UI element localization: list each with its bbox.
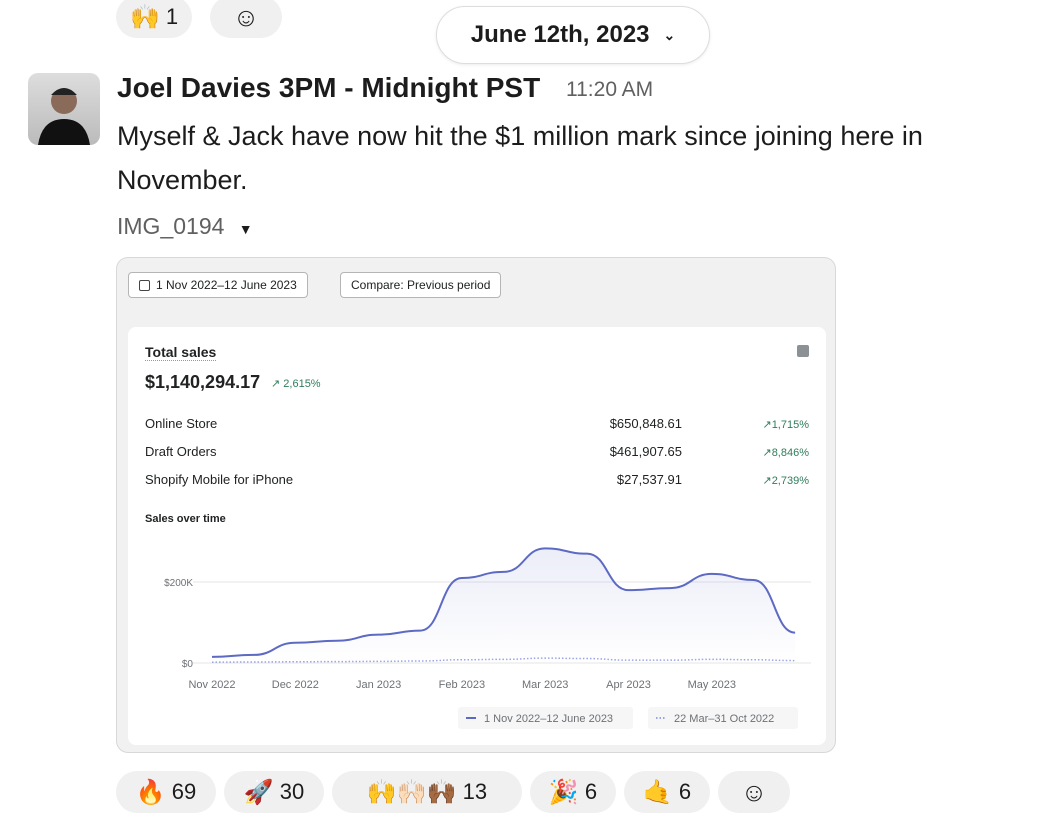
series-area <box>212 548 796 663</box>
x-tick-label: Jan 2023 <box>356 679 401 691</box>
date-label: June 12th, 2023 <box>470 21 650 48</box>
x-tick-label: Dec 2022 <box>272 679 319 691</box>
series-line-previous <box>211 657 796 663</box>
x-tick-label: May 2023 <box>688 679 736 691</box>
reaction-emoji: 🚀 <box>243 778 274 806</box>
row-label: Draft Orders <box>145 444 217 459</box>
row-value: $461,907.65 <box>609 444 682 459</box>
row-change: ↗2,739% <box>762 475 809 487</box>
reaction-emoji: 🔥 <box>135 778 166 806</box>
date-range-button: 1 Nov 2022–12 June 2023 <box>128 272 308 298</box>
calendar-icon <box>139 279 150 291</box>
total-change-value: 2,615% <box>283 378 321 390</box>
add-emoji-icon: ☺ <box>232 1 260 32</box>
bar-chart-icon <box>797 345 809 357</box>
y-tick-label: $200K <box>164 578 193 589</box>
caret-down-icon: ▼ <box>238 221 253 237</box>
x-tick-label: Feb 2023 <box>439 679 485 691</box>
add-emoji-icon: ☺ <box>740 776 768 807</box>
x-tick-label: Apr 2023 <box>606 679 651 691</box>
author-name[interactable]: Joel Davies 3PM - Midnight PST <box>117 72 541 103</box>
sales-chart: $0 $200K Nov 2022 Dec 2022 Jan 2023 Feb 2023 M… <box>164 547 811 729</box>
row-change: ↗8,846% <box>762 447 809 459</box>
row-change-value: 2,739% <box>771 475 809 487</box>
reaction-emoji: 🙌🙌🏻🙌🏾 <box>366 778 457 806</box>
y-tick-label: $0 <box>182 659 194 670</box>
add-reaction-button[interactable]: ☺ <box>210 0 282 38</box>
timestamp[interactable]: 11:20 AM <box>566 78 654 101</box>
image-attachment[interactable]: 1 Nov 2022–12 June 2023 Compare: Previou… <box>116 257 836 753</box>
reaction-pill[interactable]: 🙌🙌🏻🙌🏾 13 <box>332 771 522 813</box>
reaction-pill[interactable]: 🎉 6 <box>530 771 616 813</box>
row-label: Shopify Mobile for iPhone <box>145 472 294 487</box>
message-text: Myself & Jack have now hit the $1 millio… <box>117 121 923 195</box>
reaction-count: 13 <box>462 779 488 804</box>
reaction-emoji: 🎉 <box>548 778 579 806</box>
reaction-pill[interactable]: 🔥 69 <box>116 771 216 813</box>
panel-title: Total sales <box>145 344 217 361</box>
total-value: $1,140,294.17 <box>145 372 261 392</box>
row-value: $27,537.91 <box>616 472 682 487</box>
compare-button: Compare: Previous period <box>340 272 502 298</box>
reaction-raised-hands[interactable]: 🙌 1 <box>116 0 193 38</box>
chevron-down-icon: ⌄ <box>663 26 676 43</box>
reaction-emoji: 🙌 <box>130 3 160 31</box>
reaction-pill[interactable]: 🤙 6 <box>624 771 710 813</box>
reaction-count: 6 <box>678 779 692 804</box>
legend-item <box>648 707 798 729</box>
file-name: IMG_0194 <box>117 213 225 239</box>
file-toggle[interactable]: IMG_0194 ▼ <box>117 213 253 240</box>
x-tick-label: Nov 2022 <box>188 679 235 691</box>
add-reaction-button[interactable]: ☺ <box>718 771 790 813</box>
compare-label: Compare: Previous period <box>351 278 491 292</box>
row-change-value: 1,715% <box>771 419 809 431</box>
row-change: ↗1,715% <box>762 419 809 431</box>
legend-item <box>458 707 633 729</box>
reaction-emoji: 🤙 <box>642 778 673 806</box>
row-change-value: 8,846% <box>771 447 809 459</box>
x-tick-label: Mar 2023 <box>522 679 568 691</box>
reaction-count: 6 <box>584 779 598 804</box>
reaction-count: 69 <box>171 779 197 804</box>
chart-title: Sales over time <box>145 513 226 525</box>
reaction-pill[interactable]: 🚀 30 <box>224 771 324 813</box>
legend-label: 1 Nov 2022–12 June 2023 <box>484 713 613 725</box>
date-divider-button[interactable]: June 12th, 2023 ⌄ <box>436 6 710 64</box>
reaction-count: 30 <box>279 779 305 804</box>
series-line-current <box>211 547 796 658</box>
legend-label: 22 Mar–31 Oct 2022 <box>674 713 774 725</box>
sales-panel: Total sales $1,140,294.17 ↗ 2,615% Onlin… <box>128 327 826 745</box>
row-label: Online Store <box>145 416 218 431</box>
total-change: ↗ 2,615% <box>271 378 321 390</box>
date-range-label: 1 Nov 2022–12 June 2023 <box>156 278 297 292</box>
reaction-count: 1 <box>165 4 179 29</box>
row-value: $650,848.61 <box>609 416 682 431</box>
avatar[interactable] <box>28 73 100 145</box>
